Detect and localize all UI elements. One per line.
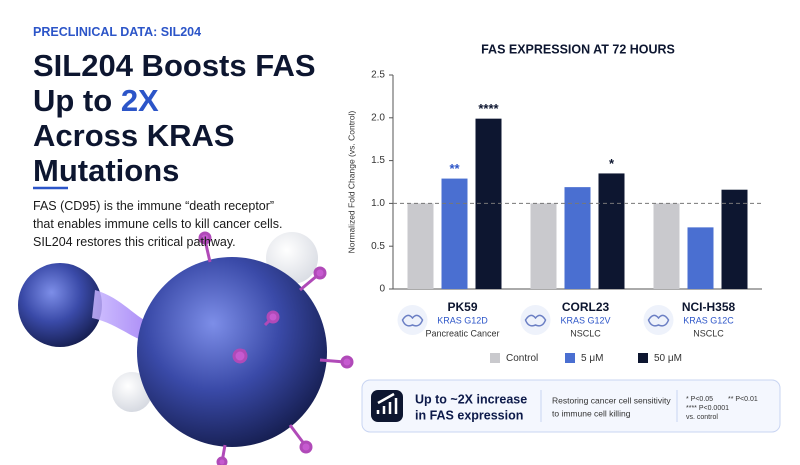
chart-title: FAS EXPRESSION AT 72 HOURS	[481, 42, 675, 56]
bar	[687, 227, 714, 289]
eyebrow: PRECLINICAL DATA: SIL204	[33, 25, 202, 39]
x-tick-label: PK59	[447, 300, 477, 314]
headline-line: SIL204 Boosts FAS	[33, 48, 316, 83]
category-mutation: KRAS G12C	[683, 315, 734, 325]
x-tick-label: NCI-H358	[682, 300, 736, 314]
legend-label: Control	[506, 353, 538, 364]
category-icon	[397, 305, 428, 335]
y-tick-label: 1.5	[371, 155, 385, 166]
category-icon	[643, 305, 674, 335]
category-cancer: NSCLC	[570, 328, 601, 338]
headline: SIL204 Boosts FAS Up to 2X Across KRAS M…	[33, 48, 316, 188]
bar	[441, 178, 468, 289]
footnote: vs. control	[686, 414, 718, 421]
bar	[721, 189, 748, 289]
y-tick-label: 0	[379, 284, 385, 295]
category-icon	[647, 314, 670, 327]
headline-text: Up to	[33, 83, 121, 118]
headline-highlight: 2X	[120, 83, 159, 118]
bar	[407, 203, 434, 289]
category-icon	[401, 314, 424, 327]
category-icon	[520, 305, 551, 335]
callout-headline: Up to ~2X increase	[415, 392, 527, 406]
category-cancer: Pancreatic Cancer	[425, 328, 499, 338]
illustration	[18, 231, 354, 465]
significance-label: **	[449, 161, 460, 176]
y-axis-label: Normalized Fold Change (vs. Control)	[346, 111, 356, 254]
category-cancer: NSCLC	[693, 328, 724, 338]
y-tick-label: 2.0	[371, 112, 385, 123]
category-mutation: KRAS G12D	[437, 315, 488, 325]
chart: FAS EXPRESSION AT 72 HOURS Normalized Fol…	[346, 42, 762, 364]
footnote: ** P<0.01	[728, 396, 758, 403]
callout: Up to ~2X increase in FAS expression Res…	[361, 379, 781, 433]
category-icon	[524, 314, 547, 327]
footnote: **** P<0.0001	[686, 405, 729, 412]
bar	[530, 203, 557, 289]
y-tick-label: 1.0	[371, 198, 385, 209]
y-tick-label: 2.5	[371, 70, 385, 81]
bar	[598, 173, 625, 289]
category-mutation: KRAS G12V	[560, 315, 610, 325]
legend-label: 5 μM	[581, 353, 603, 364]
legend-swatch	[490, 353, 500, 363]
footnote: * P<0.05	[686, 396, 713, 403]
legend-swatch	[565, 353, 575, 363]
bar	[564, 187, 591, 289]
y-tick-label: 0.5	[371, 241, 385, 252]
body-text: FAS (CD95) is the immune “death receptor…	[33, 199, 283, 249]
callout-headline: in FAS expression	[415, 408, 523, 422]
headline-line: Across KRAS	[33, 118, 235, 153]
callout-text: to immune cell killing	[552, 408, 631, 418]
significance-label: ****	[478, 101, 499, 116]
bar	[653, 203, 680, 289]
headline-line: Mutations	[33, 153, 180, 188]
legend-label: 50 μM	[654, 353, 682, 364]
significance-label: *	[609, 156, 615, 171]
callout-text: Restoring cancer cell sensitivity	[552, 395, 671, 405]
x-tick-label: CORL23	[562, 300, 610, 314]
legend-swatch	[638, 353, 648, 363]
headline-line: Up to 2X	[33, 83, 316, 118]
